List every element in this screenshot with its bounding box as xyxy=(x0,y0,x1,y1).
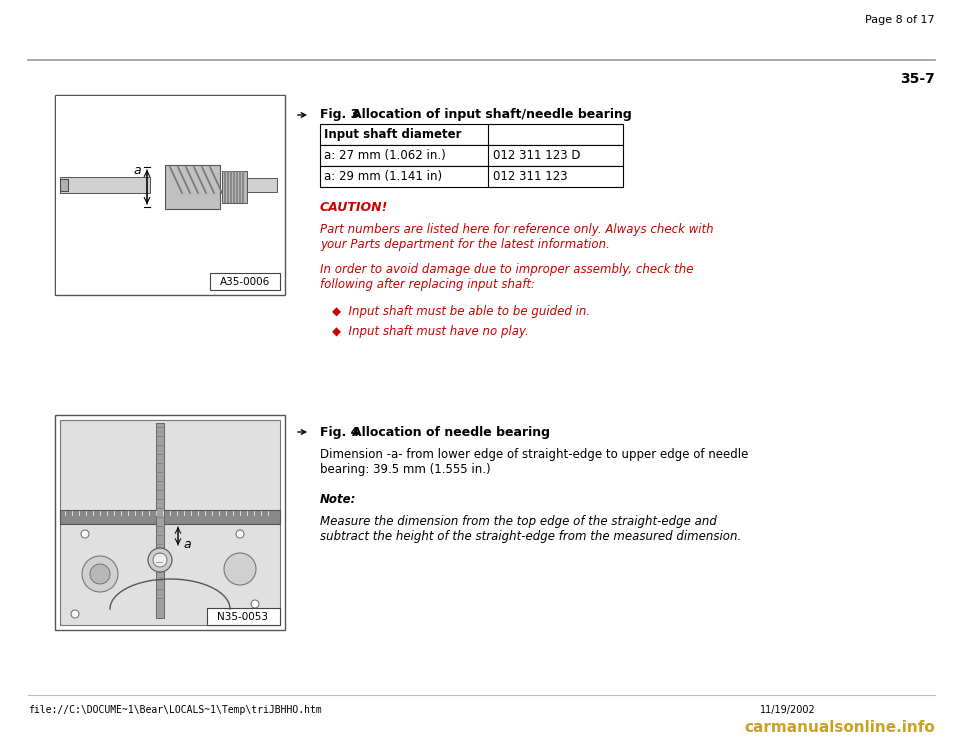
Bar xyxy=(320,166,623,187)
Text: a: a xyxy=(133,163,141,177)
Bar xyxy=(60,177,150,193)
Circle shape xyxy=(148,548,172,572)
Text: following after replacing input shaft:: following after replacing input shaft: xyxy=(320,278,535,291)
Circle shape xyxy=(90,564,110,584)
Text: ◆  Input shaft must be able to be guided in.: ◆ Input shaft must be able to be guided … xyxy=(332,305,590,318)
Text: CAUTION!: CAUTION! xyxy=(320,201,389,214)
Circle shape xyxy=(82,556,118,592)
Circle shape xyxy=(224,553,256,585)
Text: your Parts department for the latest information.: your Parts department for the latest inf… xyxy=(320,238,610,251)
Bar xyxy=(55,415,285,630)
Bar xyxy=(60,420,280,625)
Circle shape xyxy=(251,600,259,608)
Text: Allocation of needle bearing: Allocation of needle bearing xyxy=(352,426,550,439)
Text: 012 311 123 D: 012 311 123 D xyxy=(493,149,581,162)
Bar xyxy=(227,171,229,203)
Bar xyxy=(242,171,244,203)
Text: subtract the height of the straight-edge from the measured dimension.: subtract the height of the straight-edge… xyxy=(320,530,741,543)
Text: Part numbers are listed here for reference only. Always check with: Part numbers are listed here for referen… xyxy=(320,223,713,236)
Text: Dimension -a- from lower edge of straight-edge to upper edge of needle: Dimension -a- from lower edge of straigh… xyxy=(320,448,749,461)
Text: A35-0006: A35-0006 xyxy=(220,277,270,287)
Bar xyxy=(224,171,226,203)
Text: Page 8 of 17: Page 8 of 17 xyxy=(865,15,935,25)
Text: a: 27 mm (1.062 in.): a: 27 mm (1.062 in.) xyxy=(324,149,445,162)
Bar xyxy=(156,423,164,618)
Circle shape xyxy=(236,530,244,538)
Circle shape xyxy=(153,553,167,567)
Bar xyxy=(165,165,220,209)
Circle shape xyxy=(81,530,89,538)
Text: 11/19/2002: 11/19/2002 xyxy=(760,705,816,715)
Bar xyxy=(236,171,238,203)
Bar xyxy=(230,171,232,203)
Circle shape xyxy=(71,610,79,618)
Text: Measure the dimension from the top edge of the straight-edge and: Measure the dimension from the top edge … xyxy=(320,515,717,528)
Text: a: a xyxy=(183,539,191,551)
Text: Allocation of input shaft/needle bearing: Allocation of input shaft/needle bearing xyxy=(352,108,632,121)
Text: 012 311 123: 012 311 123 xyxy=(493,170,567,183)
Bar xyxy=(60,179,68,191)
Bar xyxy=(207,608,280,625)
Text: carmanualsonline.info: carmanualsonline.info xyxy=(745,720,935,735)
Bar xyxy=(60,510,280,524)
Bar xyxy=(320,124,623,145)
Bar xyxy=(239,171,241,203)
Bar xyxy=(320,145,623,166)
Bar xyxy=(55,95,285,295)
Bar xyxy=(247,178,277,192)
Bar xyxy=(222,171,247,203)
Text: ◆  Input shaft must have no play.: ◆ Input shaft must have no play. xyxy=(332,325,529,338)
Text: Fig. 4: Fig. 4 xyxy=(320,426,359,439)
Text: a: 29 mm (1.141 in): a: 29 mm (1.141 in) xyxy=(324,170,443,183)
Bar xyxy=(56,96,284,294)
Bar xyxy=(210,273,280,290)
Text: 35-7: 35-7 xyxy=(900,72,935,86)
Text: bearing: 39.5 mm (1.555 in.): bearing: 39.5 mm (1.555 in.) xyxy=(320,463,491,476)
Text: N35-0053: N35-0053 xyxy=(218,612,269,622)
Text: Fig. 3: Fig. 3 xyxy=(320,108,359,121)
Bar xyxy=(233,171,235,203)
Text: Input shaft diameter: Input shaft diameter xyxy=(324,128,462,141)
Text: file://C:\DOCUME~1\Bear\LOCALS~1\Temp\triJBHHO.htm: file://C:\DOCUME~1\Bear\LOCALS~1\Temp\tr… xyxy=(28,705,322,715)
Text: Note:: Note: xyxy=(320,493,356,506)
Text: In order to avoid damage due to improper assembly, check the: In order to avoid damage due to improper… xyxy=(320,263,693,276)
